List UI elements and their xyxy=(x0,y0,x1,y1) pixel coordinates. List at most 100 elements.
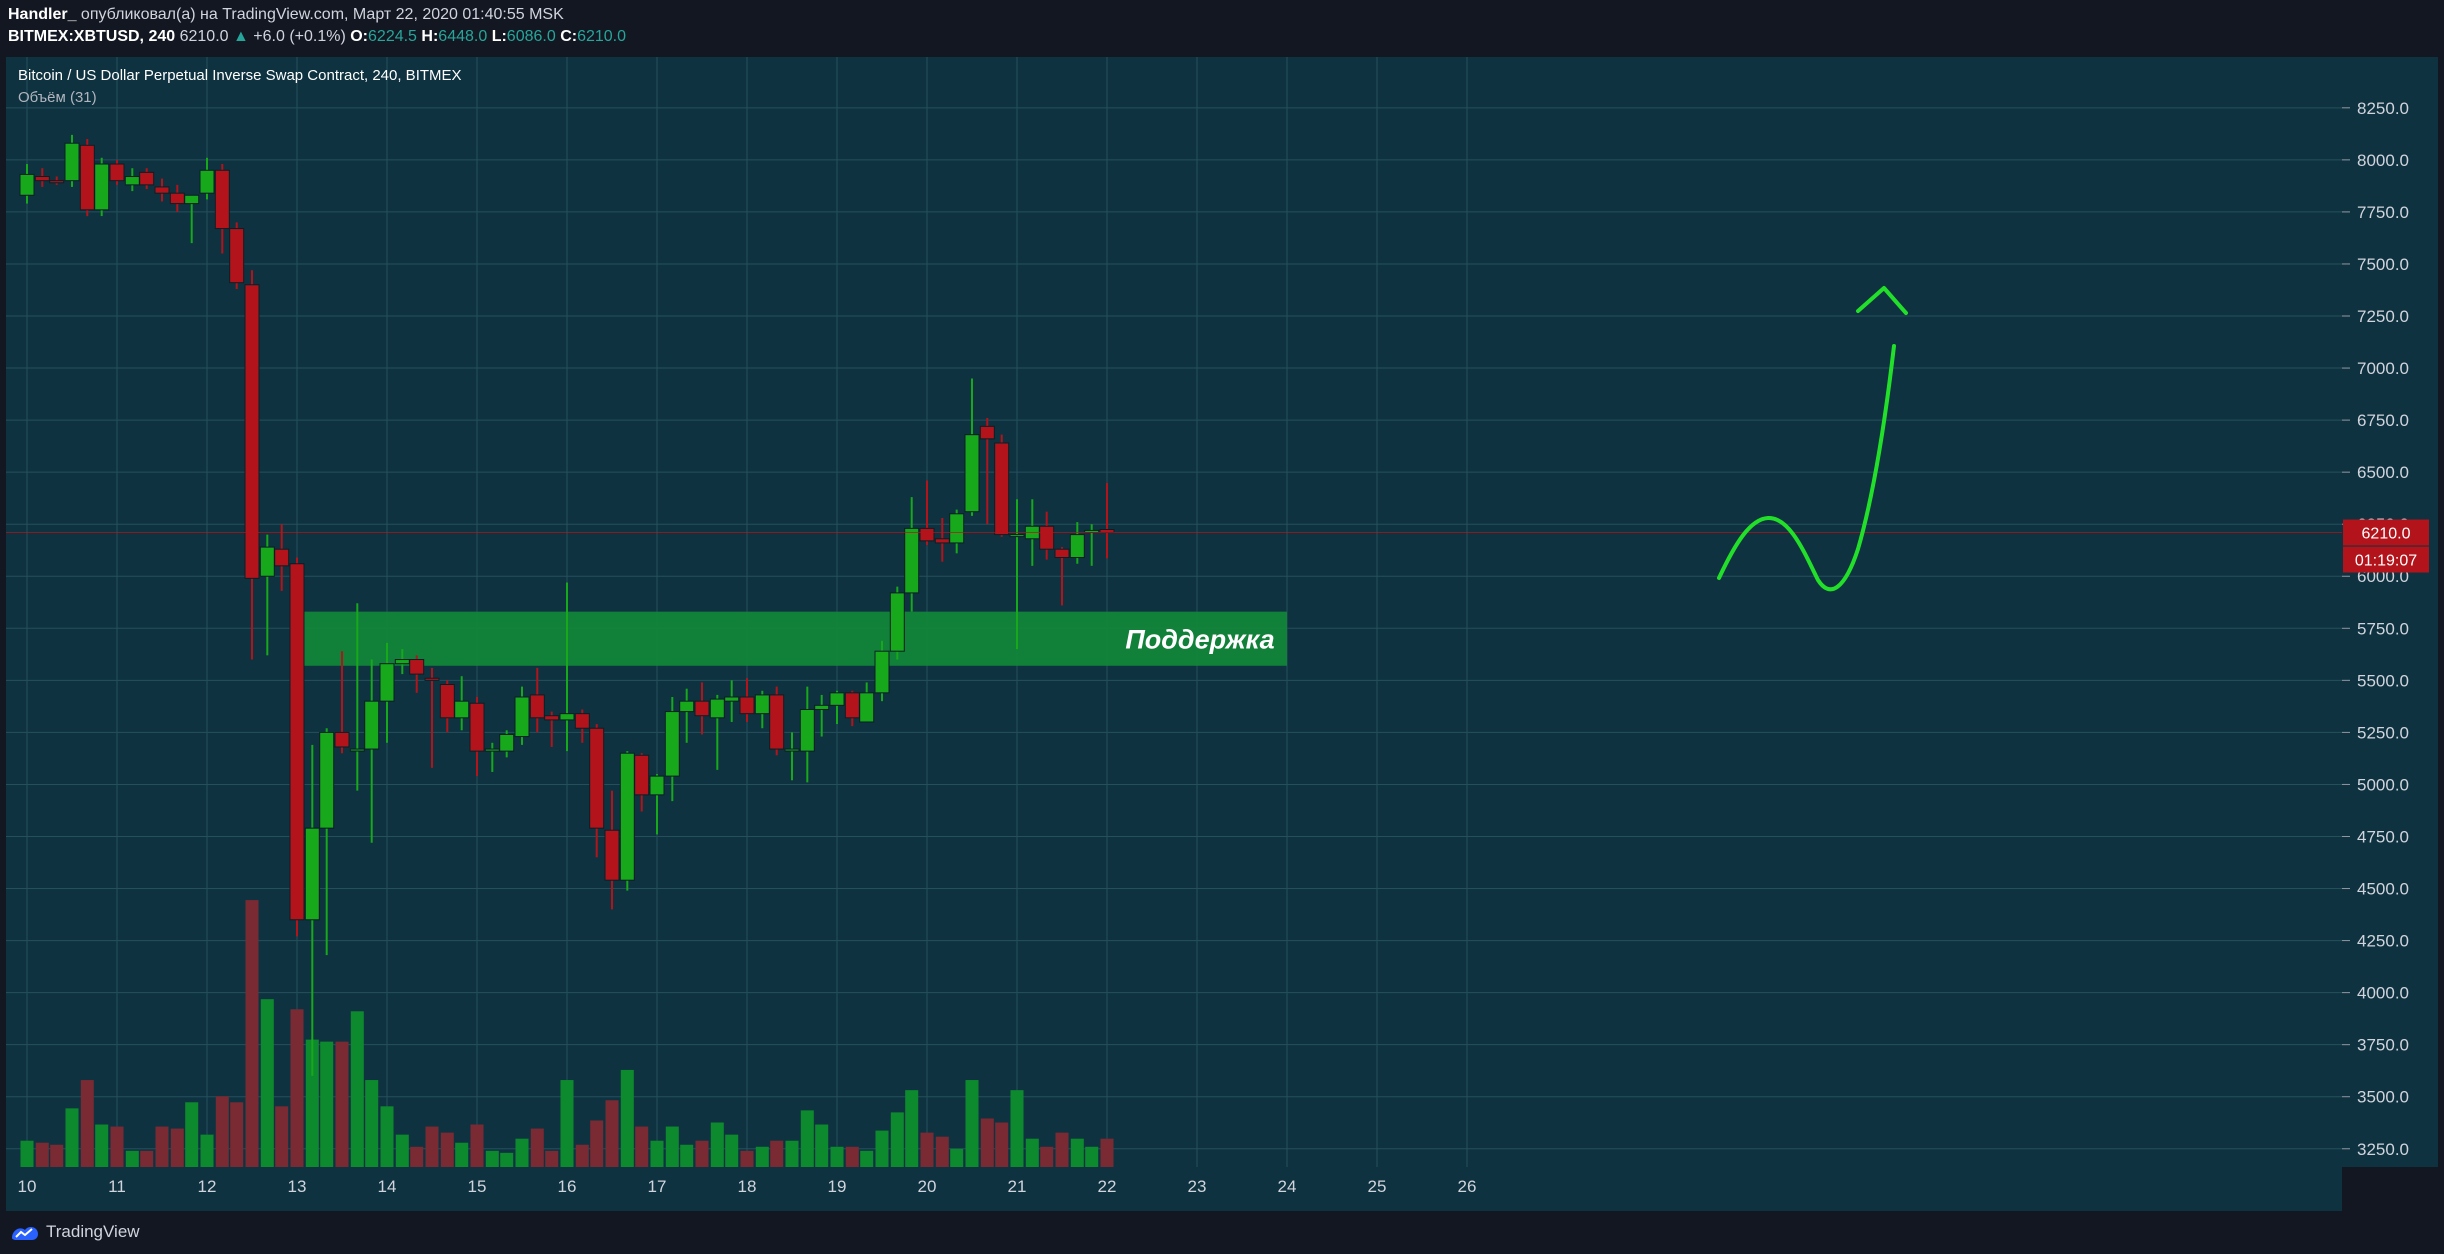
price-tick-label: 8250.0 xyxy=(2357,99,2409,118)
volume-bar xyxy=(710,1122,724,1167)
candle-body xyxy=(484,748,500,752)
candle-body xyxy=(469,702,485,752)
candle-body xyxy=(349,748,365,752)
last-price-badge-text: 6210.0 xyxy=(2362,526,2411,543)
candle-body xyxy=(679,700,695,713)
candle-body xyxy=(949,513,965,544)
volume-bar xyxy=(800,1110,814,1167)
author-name[interactable]: Handler_ xyxy=(8,6,77,23)
candle-body xyxy=(514,696,530,738)
up-arrow-icon: ▲ xyxy=(232,28,249,45)
price-tick-label: 5500.0 xyxy=(2357,671,2409,690)
candle-body xyxy=(439,684,455,719)
candle-body xyxy=(94,163,110,211)
time-tick-label: 12 xyxy=(198,1177,217,1196)
volume-bar xyxy=(590,1120,604,1167)
volume-bar xyxy=(200,1134,214,1167)
price-tick-label: 8000.0 xyxy=(2357,151,2409,170)
volume-bar xyxy=(380,1106,394,1167)
candle-body xyxy=(604,829,620,881)
candle-body xyxy=(934,538,950,544)
candle-body xyxy=(79,144,95,211)
price-tick-label: 3250.0 xyxy=(2357,1140,2409,1159)
volume-bar xyxy=(170,1128,184,1167)
candle-body xyxy=(529,694,545,719)
candle-body xyxy=(229,228,245,284)
candle-body xyxy=(139,171,155,186)
footer: TradingView xyxy=(0,1212,2444,1254)
candle-body xyxy=(829,692,845,706)
time-tick-label: 19 xyxy=(828,1177,847,1196)
candle-body xyxy=(589,727,605,829)
price-tick-label: 7000.0 xyxy=(2357,359,2409,378)
candle-body xyxy=(409,659,425,675)
price-tick-label: 4750.0 xyxy=(2357,827,2409,846)
candle-body xyxy=(244,284,260,579)
candle-body xyxy=(1054,548,1070,559)
candle-body xyxy=(634,754,650,796)
candle-body xyxy=(619,752,635,881)
volume-bar xyxy=(215,1096,229,1167)
price-change: +6.0 (+0.1%) xyxy=(253,28,346,45)
volume-bar xyxy=(845,1146,859,1167)
volume-bar xyxy=(395,1134,409,1167)
volume-bar xyxy=(1085,1146,1099,1167)
open-value: 6224.5 xyxy=(368,28,417,45)
volume-bar xyxy=(155,1126,169,1167)
high-label: H: xyxy=(421,28,439,45)
candle-body xyxy=(889,592,905,652)
volume-bar xyxy=(20,1140,34,1167)
last-price: 6210.0 xyxy=(179,28,229,45)
volume-bar xyxy=(95,1124,109,1167)
publish-text: опубликовал(а) на TradingView.com, Март … xyxy=(80,6,564,23)
volume-bar xyxy=(350,1011,364,1167)
volume-bar xyxy=(605,1100,619,1167)
candle-body xyxy=(394,659,410,665)
volume-bar xyxy=(650,1140,664,1167)
price-tick-label: 3500.0 xyxy=(2357,1088,2409,1107)
volume-bar xyxy=(185,1102,199,1167)
candle-body xyxy=(154,186,170,194)
candle-body xyxy=(919,527,935,542)
time-tick-label: 10 xyxy=(18,1177,37,1196)
tradingview-logo[interactable]: TradingView xyxy=(10,1222,140,1242)
time-tick-label: 18 xyxy=(738,1177,757,1196)
candle-body xyxy=(754,694,770,715)
tradingview-brand: TradingView xyxy=(46,1222,140,1241)
candle-body xyxy=(799,708,815,752)
volume-bar xyxy=(515,1138,529,1167)
symbol-label[interactable]: BITMEX:XBTUSD, 240 xyxy=(8,28,176,45)
candle-body xyxy=(1039,525,1055,550)
price-chart[interactable]: Поддержка Bitcoin / US Dollar Perpetual … xyxy=(0,54,2444,1212)
time-tick-label: 15 xyxy=(468,1177,487,1196)
volume-bar xyxy=(620,1069,634,1167)
volume-bar xyxy=(50,1144,64,1167)
forecast-path xyxy=(1717,344,1896,592)
volume-bar xyxy=(575,1144,589,1167)
tradingview-logo-icon xyxy=(12,1226,38,1240)
volume-bar xyxy=(1100,1138,1114,1167)
candle-body xyxy=(64,142,80,182)
candle-body xyxy=(124,176,140,186)
volume-bar xyxy=(1010,1090,1024,1167)
volume-bar xyxy=(560,1080,574,1167)
candle-body xyxy=(994,442,1010,536)
price-tick-label: 7750.0 xyxy=(2357,203,2409,222)
candle-body xyxy=(814,704,830,710)
price-axis[interactable] xyxy=(2342,57,2438,1167)
volume-bar xyxy=(530,1128,544,1167)
volume-bar xyxy=(470,1124,484,1167)
time-tick-label: 13 xyxy=(288,1177,307,1196)
volume-bar xyxy=(500,1152,514,1167)
volume-bar xyxy=(980,1118,994,1167)
volume-bar xyxy=(680,1144,694,1167)
support-zone[interactable] xyxy=(297,611,1287,666)
time-axis[interactable] xyxy=(6,1167,2342,1211)
price-tick-label: 5750.0 xyxy=(2357,619,2409,638)
low-value: 6086.0 xyxy=(506,28,556,45)
time-tick-label: 16 xyxy=(558,1177,577,1196)
candle-body xyxy=(214,169,230,230)
volume-bar xyxy=(935,1136,949,1167)
countdown-text: 01:19:07 xyxy=(2355,553,2417,570)
candle-body xyxy=(259,546,275,577)
